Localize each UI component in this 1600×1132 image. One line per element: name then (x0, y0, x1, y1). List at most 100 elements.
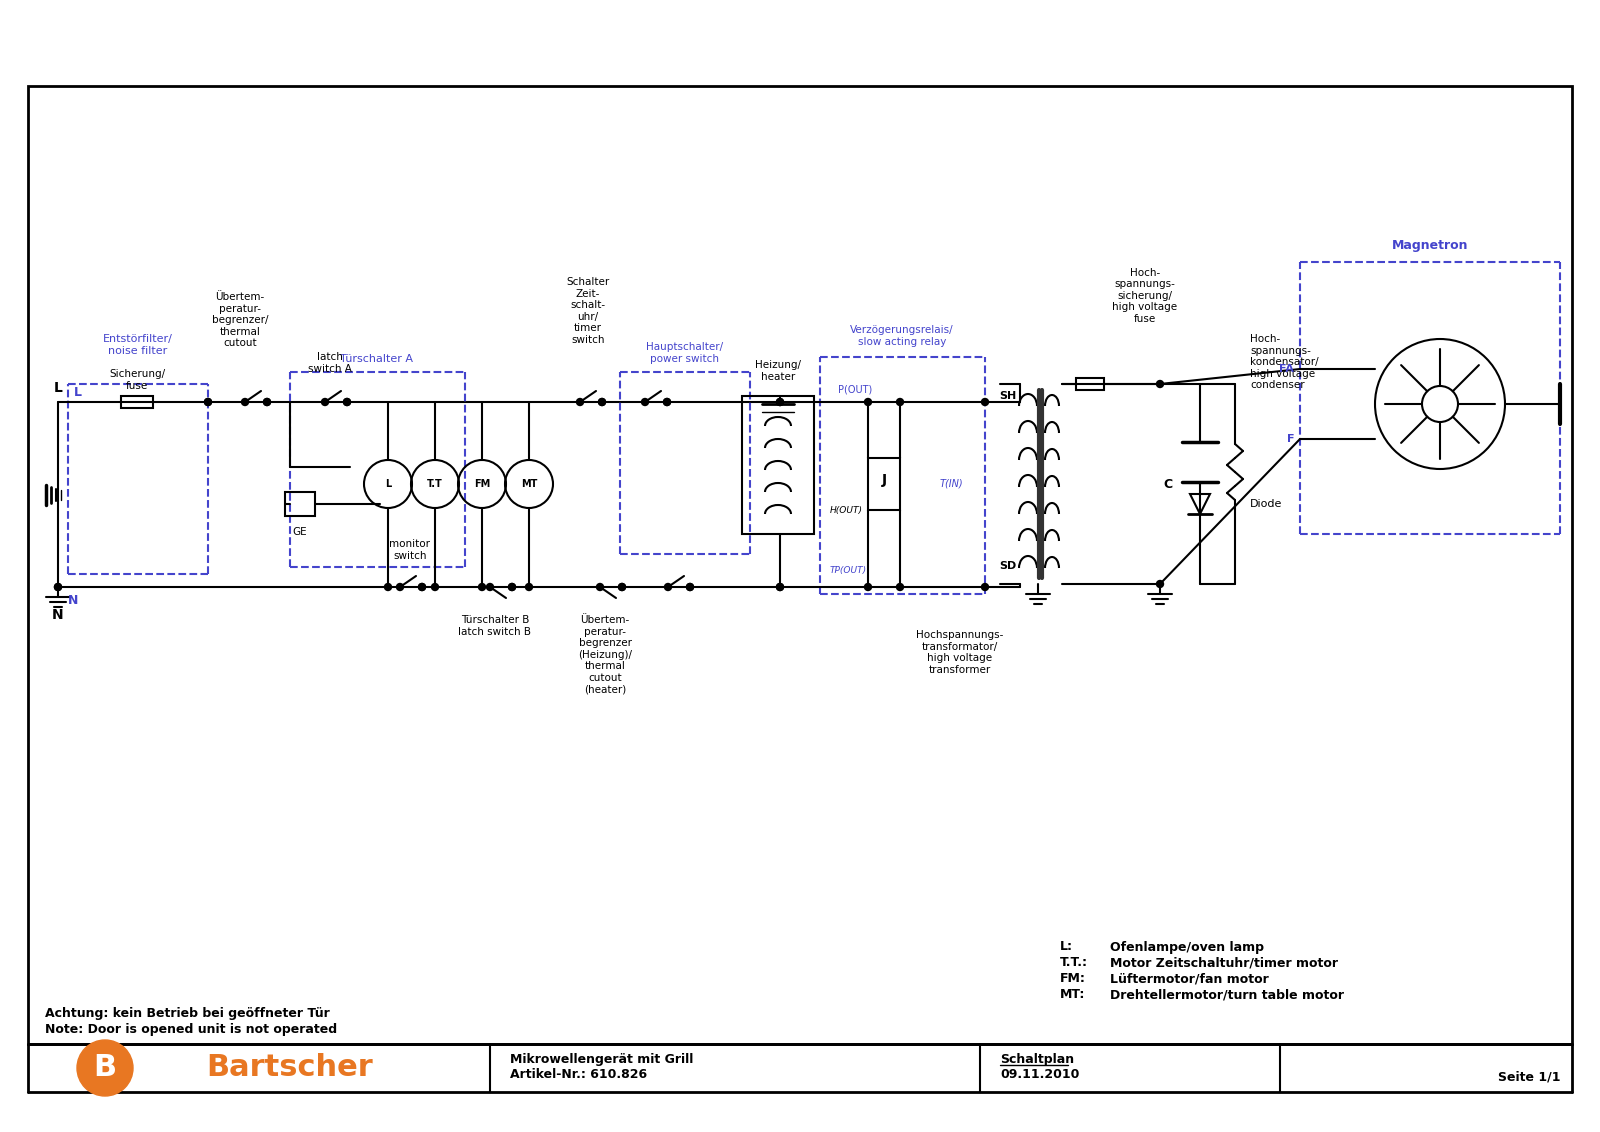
Circle shape (344, 398, 350, 405)
Text: FM:: FM: (1059, 972, 1086, 986)
Circle shape (384, 583, 392, 591)
Text: Sicherung/
fuse: Sicherung/ fuse (109, 369, 165, 391)
Circle shape (896, 398, 904, 405)
Text: Drehtellermotor/turn table motor: Drehtellermotor/turn table motor (1110, 988, 1344, 1002)
Text: H(OUT): H(OUT) (830, 506, 862, 515)
Text: C: C (1163, 478, 1171, 490)
Text: Achtung: kein Betrieb bei geöffneter Tür: Achtung: kein Betrieb bei geöffneter Tür (45, 1007, 330, 1021)
Circle shape (664, 398, 670, 405)
Circle shape (664, 583, 672, 591)
Circle shape (896, 583, 904, 591)
Text: MT: MT (522, 479, 538, 489)
Circle shape (205, 398, 211, 405)
Text: MT:: MT: (1059, 988, 1085, 1002)
Circle shape (598, 398, 605, 405)
Text: Türschalter B
latch switch B: Türschalter B latch switch B (459, 615, 531, 636)
Circle shape (776, 583, 784, 591)
Text: F: F (1286, 434, 1294, 444)
Text: Verzögerungsrelais/
slow acting relay: Verzögerungsrelais/ slow acting relay (850, 325, 954, 348)
Circle shape (776, 398, 784, 405)
Circle shape (864, 583, 872, 591)
Circle shape (981, 583, 989, 591)
Bar (742, 396, 814, 534)
Circle shape (242, 398, 248, 405)
Text: monitor
switch: monitor switch (389, 540, 430, 561)
Circle shape (642, 398, 648, 405)
Text: B: B (93, 1054, 117, 1082)
Text: Türschalter A: Türschalter A (341, 354, 413, 365)
Circle shape (686, 583, 693, 591)
Circle shape (322, 398, 328, 405)
Text: SD: SD (998, 561, 1016, 571)
Circle shape (686, 583, 693, 591)
Circle shape (1157, 380, 1163, 387)
Text: Hauptschalter/
power switch: Hauptschalter/ power switch (646, 342, 723, 365)
Text: Diode: Diode (1250, 499, 1282, 509)
Bar (1075, 378, 1104, 391)
Text: TP(OUT): TP(OUT) (830, 566, 867, 575)
Text: Motor Zeitschaltuhr/timer motor: Motor Zeitschaltuhr/timer motor (1110, 957, 1338, 969)
Circle shape (419, 583, 426, 591)
Circle shape (509, 583, 515, 591)
Text: FA: FA (1278, 365, 1294, 374)
Text: Hoch-
spannungs-
sicherung/
high voltage
fuse: Hoch- spannungs- sicherung/ high voltage… (1112, 267, 1178, 324)
Circle shape (509, 583, 515, 591)
Circle shape (397, 583, 403, 591)
Circle shape (981, 398, 989, 405)
Circle shape (597, 583, 603, 591)
Text: Magnetron: Magnetron (1392, 239, 1469, 252)
Text: L: L (53, 381, 62, 395)
Text: T.T.:: T.T.: (1059, 957, 1088, 969)
Circle shape (205, 398, 211, 405)
Circle shape (776, 583, 784, 591)
Circle shape (776, 398, 784, 405)
Text: J: J (882, 473, 886, 487)
Text: Schaltplan: Schaltplan (1000, 1053, 1074, 1065)
Text: Ofenlampe/oven lamp: Ofenlampe/oven lamp (1110, 941, 1264, 953)
Text: N: N (67, 594, 78, 608)
Text: T.T: T.T (427, 479, 443, 489)
Text: Note: Door is opened unit is not operated: Note: Door is opened unit is not operate… (45, 1022, 338, 1036)
Circle shape (864, 398, 872, 405)
Circle shape (419, 583, 426, 591)
Text: L: L (386, 479, 390, 489)
Circle shape (478, 583, 485, 591)
Text: Schalter
Zeit-
schalt-
uhr/
timer
switch: Schalter Zeit- schalt- uhr/ timer switch (566, 277, 610, 345)
Bar (285, 492, 315, 516)
Circle shape (264, 398, 270, 405)
Circle shape (619, 583, 626, 591)
Bar (29, 86, 1571, 1044)
Text: L:: L: (1059, 941, 1074, 953)
Circle shape (344, 398, 350, 405)
Text: Seite 1/1: Seite 1/1 (1498, 1071, 1560, 1083)
Circle shape (664, 398, 670, 405)
Text: P(OUT): P(OUT) (838, 385, 872, 395)
Circle shape (54, 583, 61, 591)
Text: Übertem-
peratur-
begrenzer
(Heizung)/
thermal
cutout
(heater): Übertem- peratur- begrenzer (Heizung)/ t… (578, 615, 632, 695)
Circle shape (576, 398, 584, 405)
Text: Hoch-
spannungs-
kondensator/
high voltage
condenser: Hoch- spannungs- kondensator/ high volta… (1250, 334, 1318, 391)
Circle shape (264, 398, 270, 405)
Text: Lüftermotor/fan motor: Lüftermotor/fan motor (1110, 972, 1269, 986)
Text: Artikel-Nr.: 610.826: Artikel-Nr.: 610.826 (510, 1069, 646, 1081)
Text: Hochspannungs-
transformator/
high voltage
transformer: Hochspannungs- transformator/ high volta… (917, 631, 1003, 675)
Text: Mikrowellengerät mit Grill: Mikrowellengerät mit Grill (510, 1053, 693, 1065)
Text: N: N (53, 608, 64, 621)
Circle shape (525, 583, 533, 591)
Text: SH: SH (998, 391, 1016, 401)
Bar (122, 396, 154, 408)
Circle shape (77, 1040, 133, 1096)
Text: L: L (74, 386, 82, 398)
Text: Übertem-
peratur-
begrenzer/
thermal
cutout: Übertem- peratur- begrenzer/ thermal cut… (211, 292, 269, 349)
Text: T(IN): T(IN) (941, 479, 963, 489)
Text: FM: FM (474, 479, 490, 489)
Text: Heizung/
heater: Heizung/ heater (755, 360, 802, 381)
Circle shape (54, 583, 61, 591)
Text: 09.11.2010: 09.11.2010 (1000, 1069, 1080, 1081)
Circle shape (1157, 581, 1163, 588)
Circle shape (432, 583, 438, 591)
Circle shape (486, 583, 493, 591)
Circle shape (619, 583, 626, 591)
Text: latch
switch A: latch switch A (309, 352, 352, 374)
Text: Bartscher: Bartscher (206, 1054, 373, 1082)
